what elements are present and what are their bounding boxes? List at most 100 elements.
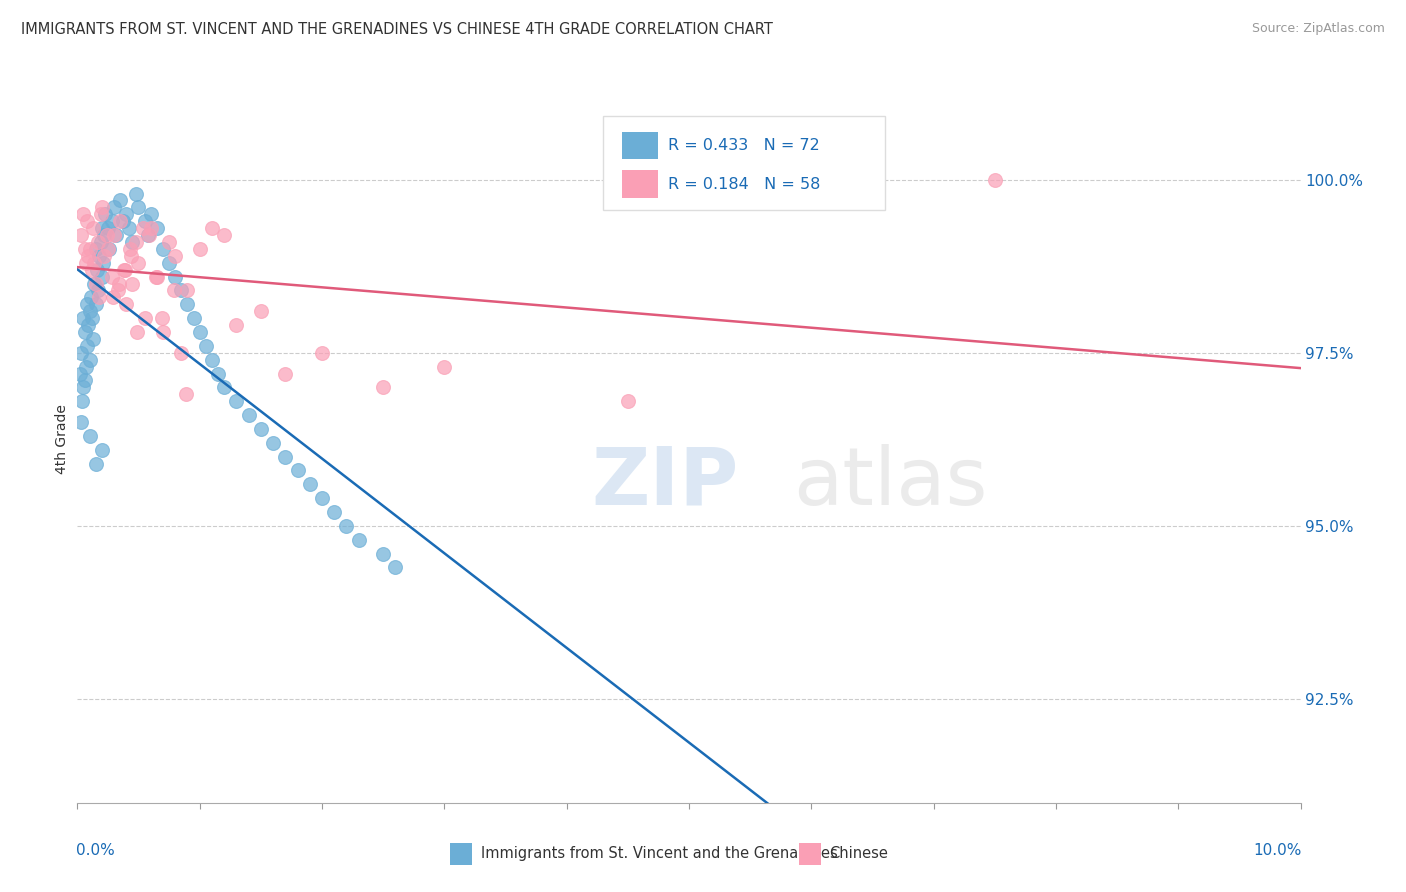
- Text: Chinese: Chinese: [830, 847, 889, 861]
- Y-axis label: 4th Grade: 4th Grade: [55, 404, 69, 475]
- Point: [134, 311, 156, 326]
- Point: [87, 284, 110, 298]
- Point: [118, 242, 141, 256]
- Point: [335, 519, 357, 533]
- Point: [80, 311, 103, 326]
- Point: [93, 228, 115, 243]
- Point: [76, 297, 98, 311]
- Point: [76, 339, 98, 353]
- Point: [98, 242, 121, 256]
- Point: [82, 332, 104, 346]
- Point: [115, 207, 138, 221]
- Text: Immigrants from St. Vincent and the Grenadines: Immigrants from St. Vincent and the Gren…: [481, 847, 838, 861]
- Point: [76, 214, 98, 228]
- Point: [262, 435, 284, 450]
- Point: [127, 256, 149, 270]
- Bar: [621, 170, 658, 198]
- Point: [107, 284, 129, 298]
- Bar: [799, 843, 821, 864]
- Text: R = 0.184   N = 58: R = 0.184 N = 58: [668, 177, 821, 192]
- Text: atlas: atlas: [793, 444, 987, 522]
- Point: [86, 262, 108, 277]
- Point: [118, 221, 141, 235]
- Point: [139, 207, 162, 221]
- Point: [82, 221, 104, 235]
- Point: [163, 284, 186, 298]
- Point: [170, 345, 193, 359]
- Point: [120, 249, 142, 263]
- Point: [250, 304, 273, 318]
- Point: [90, 221, 112, 235]
- Point: [83, 256, 105, 270]
- Point: [132, 221, 155, 235]
- Point: [138, 228, 160, 243]
- Text: 10.0%: 10.0%: [1253, 843, 1302, 858]
- Point: [371, 380, 394, 394]
- Point: [79, 352, 101, 367]
- Point: [79, 242, 101, 256]
- Point: [121, 277, 143, 291]
- Point: [188, 325, 211, 339]
- Point: [84, 277, 107, 291]
- Point: [70, 415, 93, 429]
- Point: [323, 505, 346, 519]
- Point: [111, 214, 134, 228]
- Point: [108, 277, 131, 291]
- Point: [250, 422, 273, 436]
- Point: [112, 262, 135, 277]
- Point: [89, 290, 111, 304]
- Point: [194, 339, 217, 353]
- Point: [94, 207, 117, 221]
- Point: [90, 235, 112, 249]
- Point: [150, 311, 173, 326]
- Point: [77, 318, 100, 332]
- Point: [212, 380, 235, 394]
- Point: [152, 242, 174, 256]
- Point: [90, 442, 112, 457]
- Point: [384, 560, 406, 574]
- Point: [225, 394, 247, 409]
- Point: [371, 547, 394, 561]
- Point: [72, 207, 94, 221]
- Text: Source: ZipAtlas.com: Source: ZipAtlas.com: [1251, 22, 1385, 36]
- Point: [183, 311, 205, 326]
- Text: ZIP: ZIP: [591, 444, 738, 522]
- Point: [617, 394, 640, 409]
- Point: [108, 194, 131, 208]
- Point: [90, 269, 112, 284]
- Point: [103, 200, 125, 214]
- Point: [91, 256, 114, 270]
- Point: [146, 221, 169, 235]
- Point: [225, 318, 247, 332]
- Point: [127, 200, 149, 214]
- Point: [80, 262, 103, 277]
- Point: [108, 214, 131, 228]
- Point: [165, 269, 187, 284]
- Point: [212, 228, 235, 243]
- Point: [165, 249, 187, 263]
- Point: [90, 200, 112, 214]
- Point: [79, 304, 101, 318]
- Point: [84, 457, 107, 471]
- Point: [80, 290, 103, 304]
- Point: [134, 214, 156, 228]
- Point: [96, 228, 118, 243]
- FancyBboxPatch shape: [603, 116, 884, 211]
- Point: [97, 242, 120, 256]
- Text: 0.0%: 0.0%: [76, 843, 115, 858]
- Point: [188, 242, 211, 256]
- Point: [115, 297, 138, 311]
- Point: [274, 450, 297, 464]
- Point: [103, 228, 125, 243]
- Point: [97, 221, 120, 235]
- Point: [105, 228, 128, 243]
- Point: [70, 228, 93, 243]
- Point: [69, 367, 91, 381]
- Point: [311, 491, 333, 505]
- Point: [174, 387, 197, 401]
- Point: [176, 297, 198, 311]
- Point: [90, 207, 112, 221]
- Point: [152, 325, 174, 339]
- Point: [70, 345, 93, 359]
- Point: [72, 311, 94, 326]
